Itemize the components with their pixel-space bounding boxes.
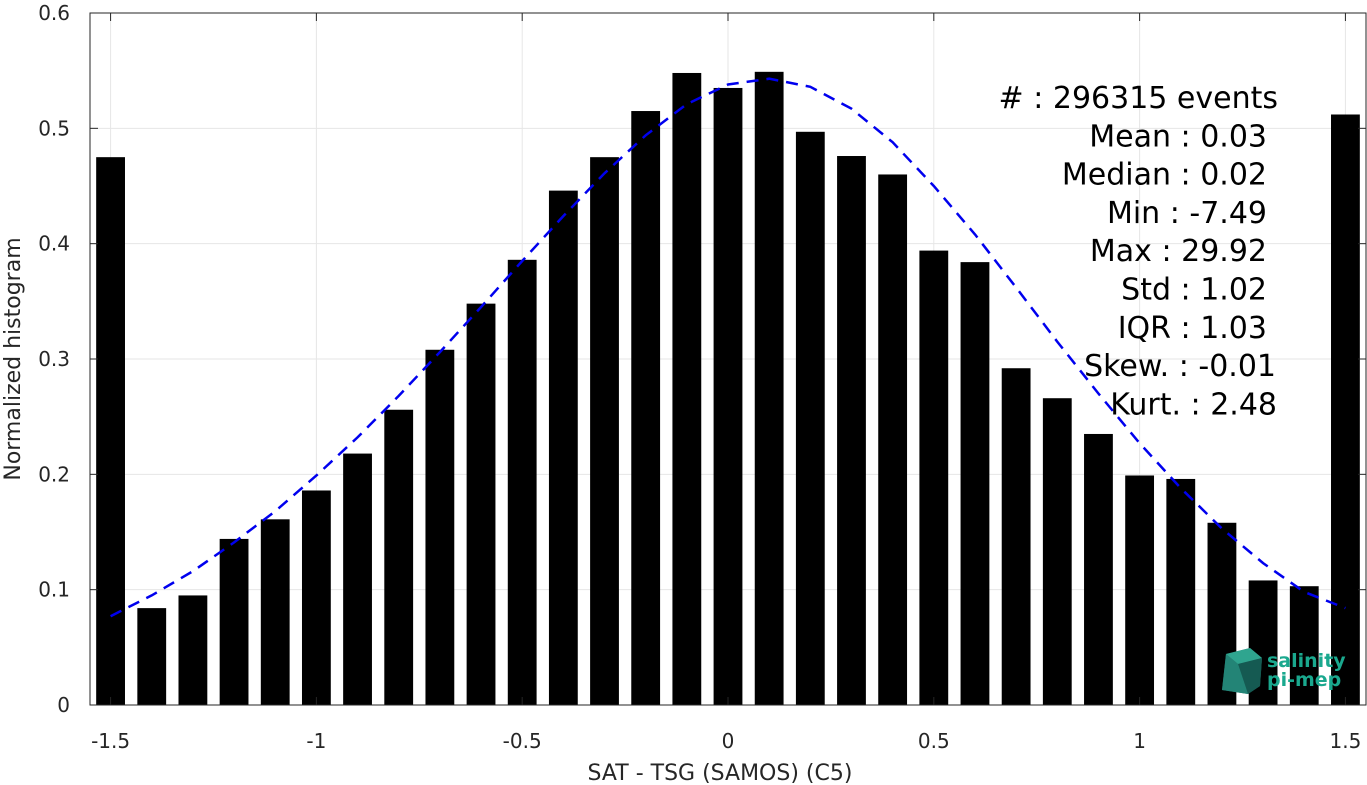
stat-line-5: Std : 1.02	[1121, 273, 1267, 308]
bar-20	[919, 250, 949, 705]
bar-14	[672, 72, 702, 706]
y-tick-label-3: 0.3	[38, 347, 70, 371]
salinity-pi-mep-logo: salinity pi-mep	[1222, 648, 1346, 694]
bar-19	[878, 174, 908, 705]
y-axis-label: Normalized histogram	[1, 237, 26, 480]
bar-13	[631, 111, 661, 706]
stat-line-6: IQR : 1.03	[1118, 311, 1267, 346]
normal-fit-curve	[110, 77, 1346, 618]
stat-line-2: Median : 0.02	[1062, 158, 1267, 193]
bar-6	[343, 453, 372, 705]
bars	[96, 71, 1360, 706]
y-tick-label-2: 0.2	[38, 462, 70, 486]
stat-line-3: Min : -7.49	[1107, 196, 1267, 231]
bar-5	[301, 490, 331, 705]
y-tick-label-0: 0	[57, 693, 70, 717]
logo-cube-icon	[1222, 648, 1262, 694]
stat-line-7: Skew. : -0.01	[1084, 349, 1276, 384]
bar-29	[1289, 586, 1319, 705]
x-tick-label-3: 0	[722, 729, 735, 753]
stat-line-4: Max : 29.92	[1090, 234, 1267, 269]
bar-21	[960, 262, 990, 705]
x-tick-label-5: 1	[1133, 729, 1146, 753]
bar-17	[795, 131, 825, 705]
x-tick-label-4: 0.5	[918, 729, 950, 753]
bar-0	[96, 157, 125, 705]
bar-2	[178, 595, 208, 705]
bar-7	[384, 409, 414, 705]
stat-line-0: # : 296315 events	[999, 81, 1278, 116]
bar-30	[1331, 114, 1360, 705]
x-axis-label: SAT - TSG (SAMOS) (C5)	[588, 761, 853, 785]
y-tick-label-5: 0.5	[38, 116, 70, 140]
bar-1	[137, 608, 167, 705]
x-tick-label-6: 1.5	[1330, 729, 1362, 753]
bar-25	[1125, 475, 1155, 705]
x-tick-label-0: -1.5	[91, 729, 130, 753]
bar-3	[219, 538, 249, 705]
y-tick-label-1: 0.1	[38, 578, 70, 602]
bar-4	[260, 519, 290, 705]
bar-22	[1001, 368, 1031, 705]
bar-26	[1166, 478, 1196, 705]
x-axis-ticks: -1.5 -1 -0.5 0 0.5 1 1.5	[91, 13, 1361, 753]
bar-12	[590, 157, 619, 705]
stat-line-1: Mean : 0.03	[1089, 119, 1267, 154]
bar-23	[1042, 398, 1072, 705]
x-tick-label-2: -0.5	[503, 729, 542, 753]
bar-9	[466, 303, 496, 705]
logo-line1: salinity	[1267, 650, 1346, 672]
bar-15	[713, 87, 743, 705]
logo-line2: pi-mep	[1267, 669, 1341, 691]
bar-24	[1084, 433, 1113, 705]
bar-10	[507, 259, 537, 705]
y-tick-label-6: 0.6	[38, 1, 70, 25]
y-axis-ticks: 0 0.1 0.2 0.3 0.4 0.5 0.6	[38, 1, 1366, 717]
bar-11	[548, 190, 578, 705]
bar-18	[837, 156, 866, 706]
bar-8	[425, 349, 455, 705]
y-tick-label-4: 0.4	[38, 232, 70, 256]
stat-line-8: Kurt. : 2.48	[1110, 387, 1277, 422]
x-tick-label-1: -1	[306, 729, 326, 753]
bar-16	[754, 71, 784, 705]
